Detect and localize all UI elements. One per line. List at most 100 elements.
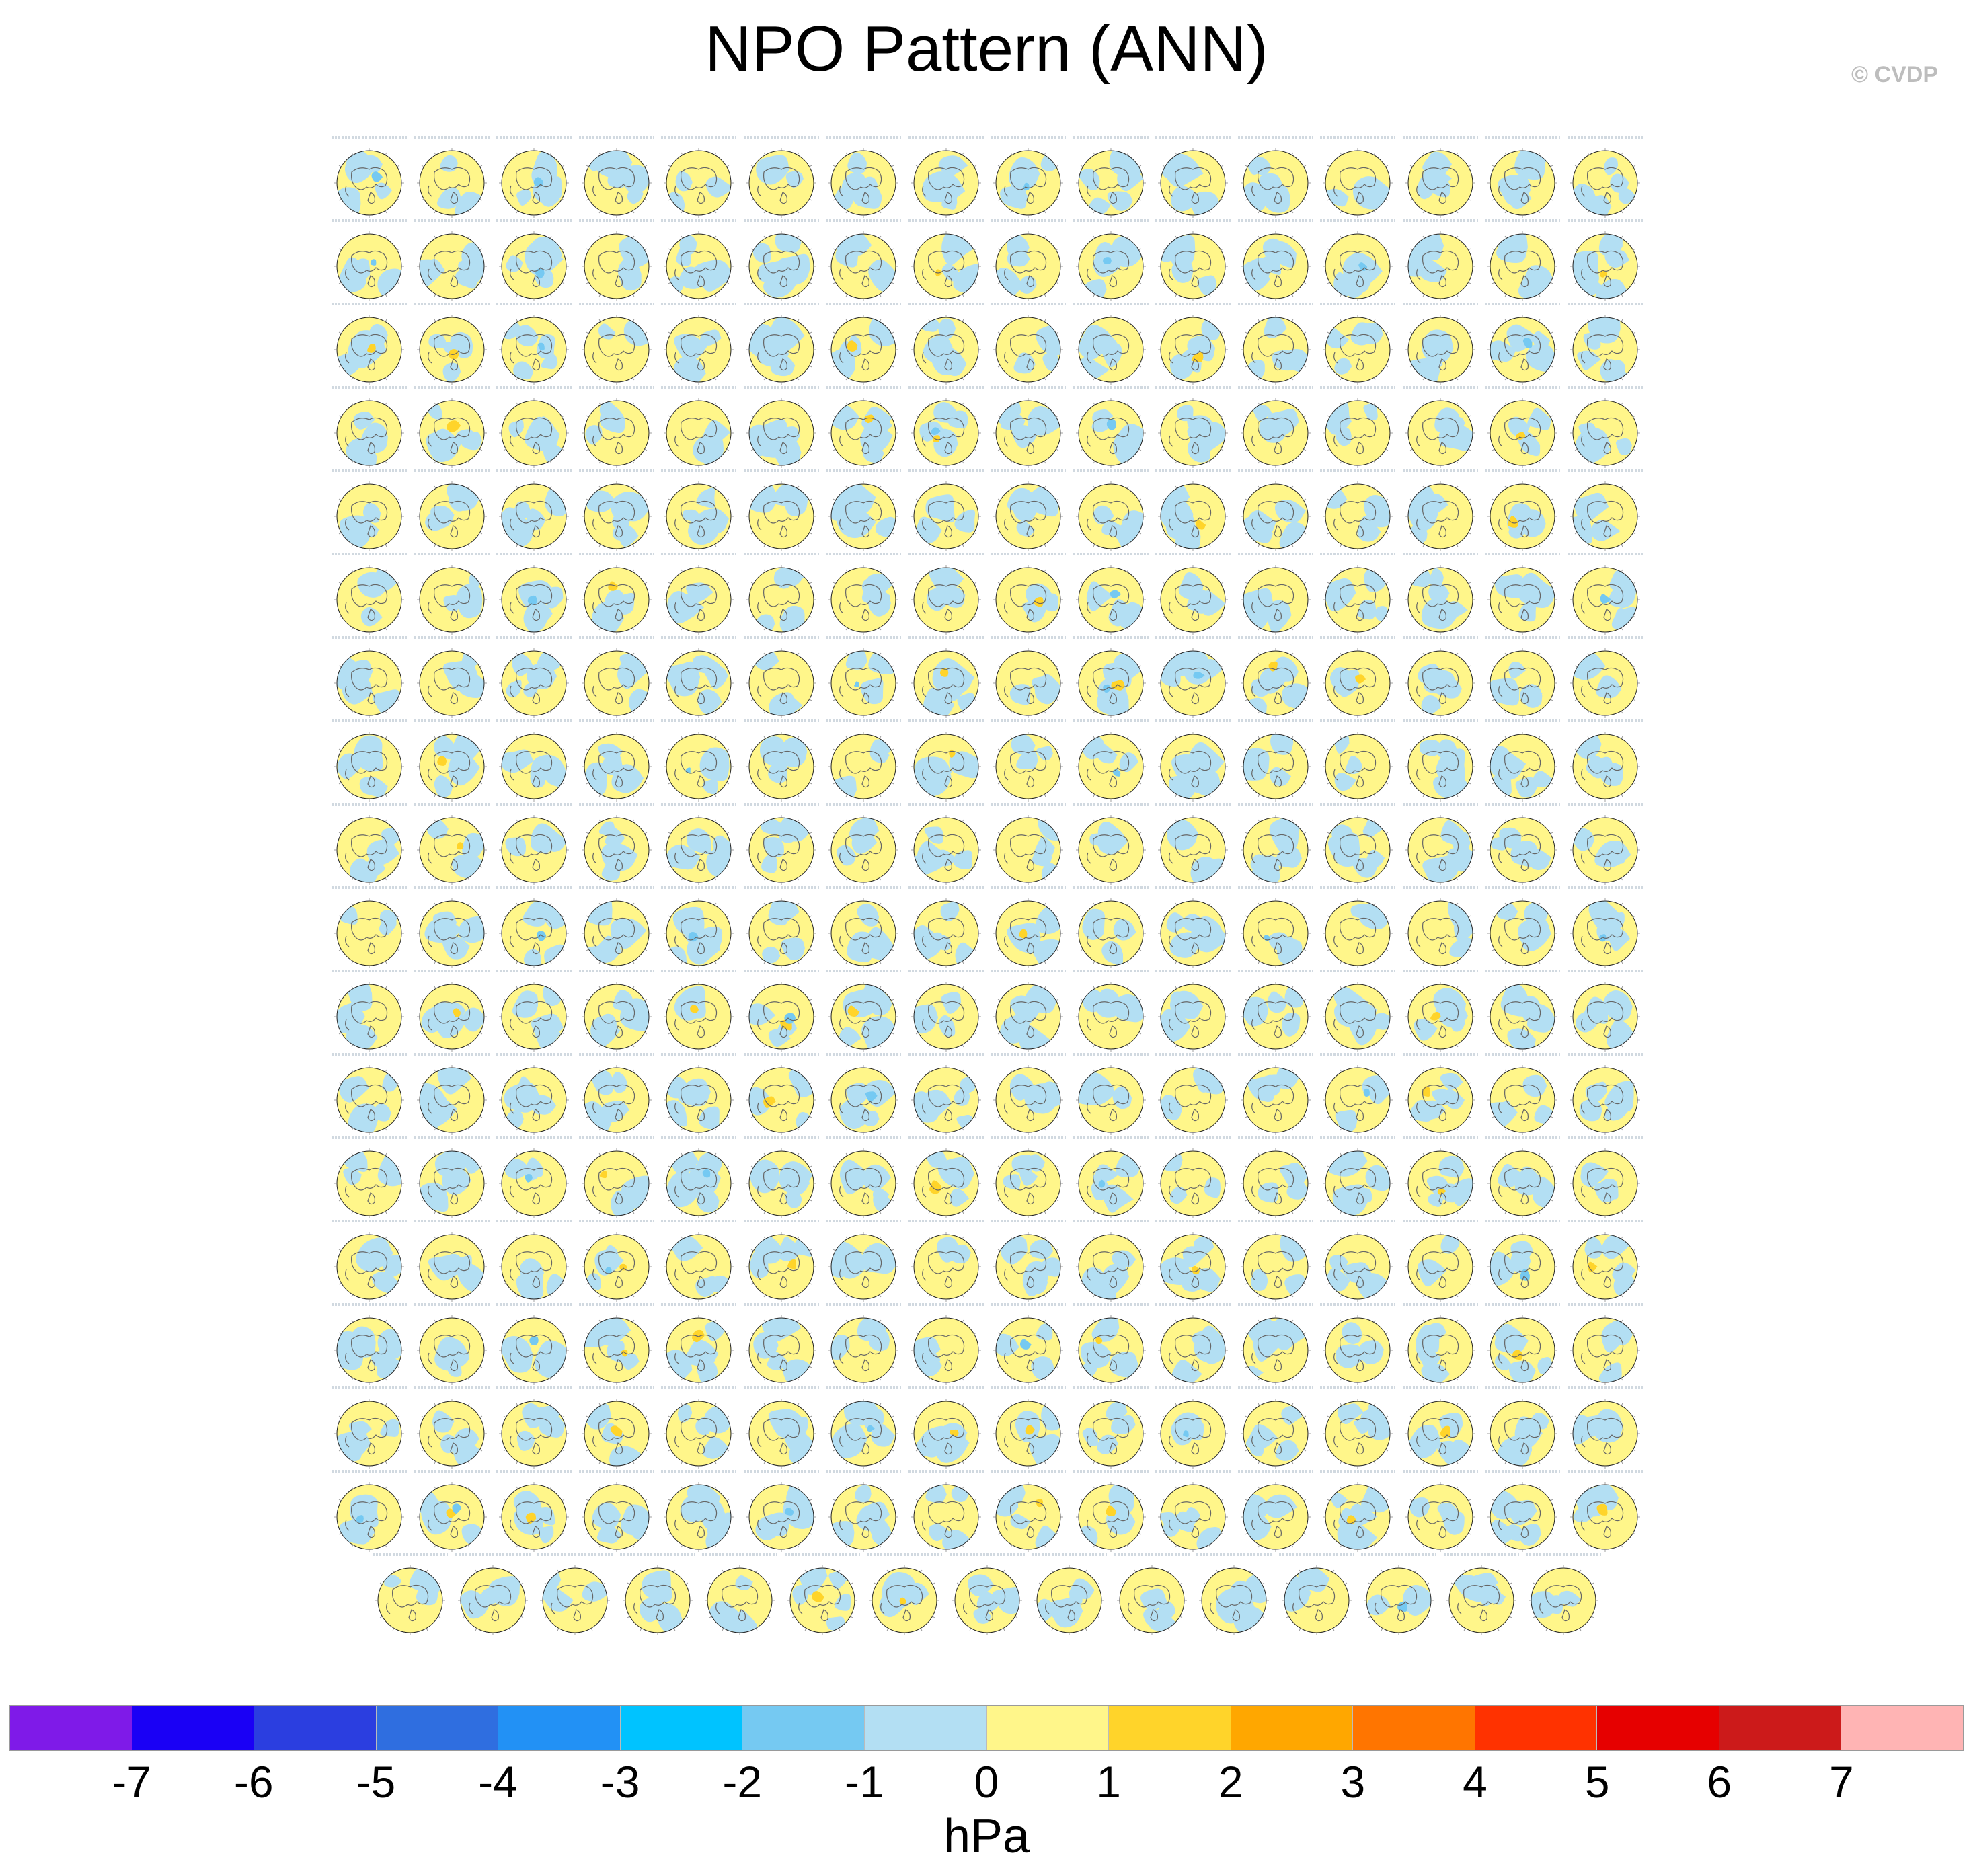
polar-map-panel [743, 136, 819, 221]
panel-title [1567, 803, 1643, 806]
panel-title [826, 219, 901, 222]
panel-title [908, 1136, 984, 1139]
panel-title [1526, 1553, 1601, 1556]
panel-title [743, 1136, 819, 1139]
colorbar-tick-label: 7 [1829, 1757, 1854, 1807]
polar-map-panel [1237, 303, 1313, 387]
polar-map-panel [991, 1470, 1066, 1555]
panel-title [908, 1470, 984, 1473]
polar-map-panel [1237, 719, 1313, 804]
polar-map-panel [826, 719, 901, 804]
colorbar-tick-label: 2 [1218, 1757, 1243, 1807]
colorbar-box [1719, 1706, 1842, 1750]
polar-map-panel [991, 719, 1066, 804]
panel-title [826, 803, 901, 806]
polar-map-panel [826, 1220, 901, 1304]
polar-map-panel [908, 1136, 984, 1221]
panel-title [826, 386, 901, 389]
panel-title [496, 970, 572, 972]
polar-map-panel [908, 219, 984, 304]
polar-map-panel [743, 1386, 819, 1471]
polar-map-panel [908, 719, 984, 804]
polar-map-panel [414, 1470, 490, 1555]
polar-map-panel [1155, 1470, 1231, 1555]
polar-map-panel [332, 219, 407, 304]
polar-map-panel [1320, 803, 1395, 888]
polar-map-panel [619, 1553, 695, 1638]
polar-map-panel [743, 1053, 819, 1138]
polar-map-panel [332, 1136, 407, 1221]
colorbar [9, 1705, 1964, 1751]
panel-title [414, 970, 490, 972]
panel-title [743, 886, 819, 889]
polar-map-panel [1402, 803, 1478, 888]
panel-title [1237, 386, 1313, 389]
polar-map-panel [991, 386, 1066, 471]
polar-map-panel [1485, 1470, 1560, 1555]
polar-map-panel [332, 886, 407, 971]
polar-map-panel [1361, 1553, 1436, 1638]
panel-title [1073, 386, 1149, 389]
colorbar-box [742, 1706, 865, 1750]
polar-map-panel [1485, 136, 1560, 221]
panel-title [1237, 303, 1313, 305]
polar-map-panel [661, 719, 736, 804]
polar-map-panel [414, 803, 490, 888]
polar-map-panel [661, 636, 736, 721]
polar-map-panel [908, 386, 984, 471]
panel-title [1320, 886, 1395, 889]
polar-map-panel [908, 553, 984, 637]
polar-map-panel [1443, 1553, 1519, 1638]
panel-title [991, 719, 1066, 722]
polar-map-panel [1567, 803, 1643, 888]
polar-map-panel [826, 469, 901, 554]
polar-map-panel [702, 1553, 777, 1638]
polar-map-panel [578, 719, 654, 804]
panel-title [578, 886, 654, 889]
colorbar-tick-label: 1 [1096, 1757, 1121, 1807]
panel-title [414, 1386, 490, 1389]
polar-map-panel [578, 636, 654, 721]
polar-map-panel [496, 636, 572, 721]
colorbar-box [1597, 1706, 1719, 1750]
polar-map-panel [578, 469, 654, 554]
polar-map-panel [826, 636, 901, 721]
polar-map-panel [1402, 1386, 1478, 1471]
panel-title [414, 1053, 490, 1056]
panel-title [1485, 1386, 1560, 1389]
polar-map-panel [1567, 1220, 1643, 1304]
polar-map-panel [1155, 886, 1231, 971]
panel-title [1567, 553, 1643, 555]
polar-map-panel [578, 303, 654, 387]
panel-title [661, 1303, 736, 1306]
panel-title [743, 803, 819, 806]
panel-title [1278, 1553, 1354, 1556]
polar-map-panel [1237, 1136, 1313, 1221]
polar-map-panel [332, 469, 407, 554]
polar-map-panel [1073, 1386, 1149, 1471]
panel-title [826, 886, 901, 889]
panel-title [1320, 803, 1395, 806]
panel-title [1155, 386, 1231, 389]
colorbar-tick-label: -5 [356, 1757, 396, 1807]
panel-title [743, 136, 819, 139]
polar-map-panel [1320, 886, 1395, 971]
polar-map-panel [1402, 136, 1478, 221]
polar-map-panel [908, 886, 984, 971]
polar-map-panel [1485, 970, 1560, 1054]
panel-title [1073, 1220, 1149, 1222]
polar-map-panel [1073, 970, 1149, 1054]
polar-map-panel [1320, 469, 1395, 554]
polar-map-panel [1485, 803, 1560, 888]
polar-map-panel [1320, 386, 1395, 471]
panel-title [1485, 636, 1560, 639]
panel-title [1567, 719, 1643, 722]
panel-title [1155, 1053, 1231, 1056]
polar-map-panel [991, 886, 1066, 971]
panel-title [1485, 219, 1560, 222]
panel-title [1485, 469, 1560, 472]
polar-map-panel [743, 1136, 819, 1221]
panel-title [991, 553, 1066, 555]
polar-map-panel [826, 1386, 901, 1471]
polar-map-panel [1402, 1136, 1478, 1221]
